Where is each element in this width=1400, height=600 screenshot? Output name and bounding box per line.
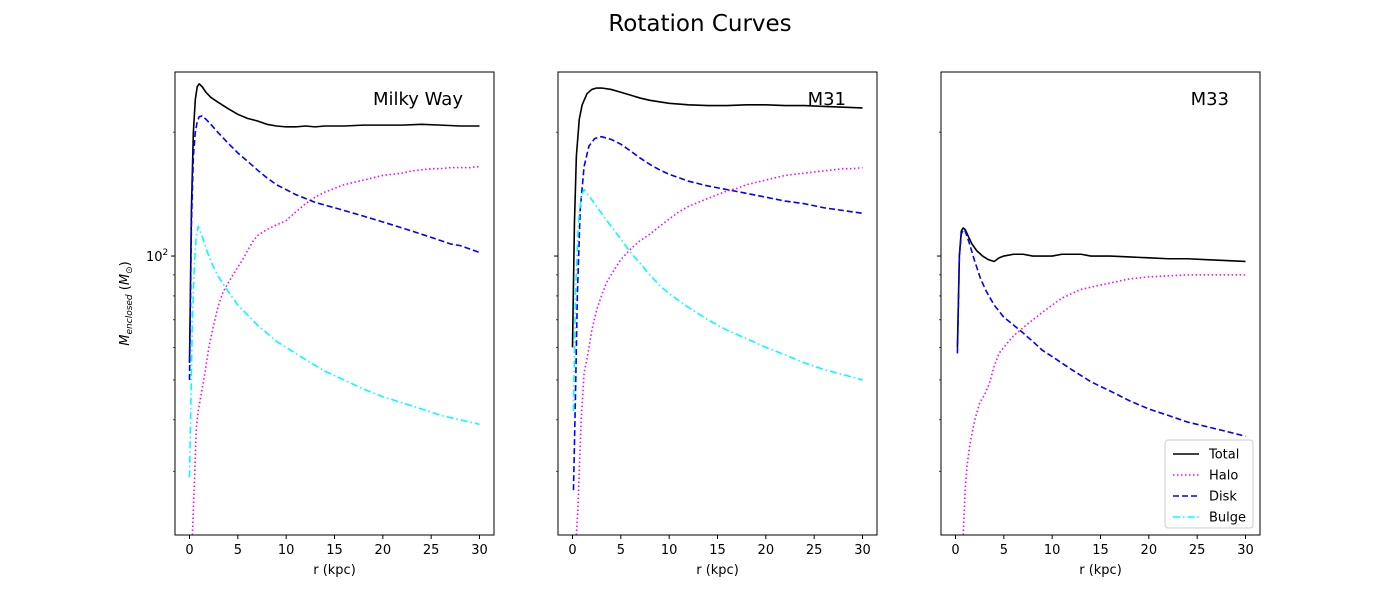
legend-label-halo: Halo — [1209, 469, 1238, 484]
x-tick-label: 20 — [375, 543, 392, 558]
x-tick-label: 0 — [951, 543, 959, 558]
x-tick-label: 5 — [1000, 543, 1008, 558]
panel-title: Milky Way — [373, 89, 463, 110]
x-axis-label: r (kpc) — [1079, 563, 1122, 578]
panels: 0 5 10 15 20 25 30 102 r (kpc) Menclosed (M⊙) Milk… — [118, 71, 1261, 578]
y-tick-label: 102 — [146, 248, 168, 265]
panel-2: 0 5 10 15 20 25 30 r (kpc) M33 Total Halo Disk Bulge — [937, 71, 1261, 578]
axes-frame — [174, 71, 495, 536]
x-tick-label: 10 — [278, 543, 295, 558]
series-line-disk — [188, 115, 480, 380]
figure-title: Rotation Curves — [608, 11, 791, 37]
series-line-disk — [956, 228, 1246, 437]
x-tick-label: 25 — [1189, 543, 1206, 558]
x-tick-label: 0 — [185, 543, 193, 558]
x-tick-label: 20 — [1141, 543, 1158, 558]
panel-title: M31 — [808, 89, 846, 110]
x-tick-label: 15 — [326, 543, 343, 558]
x-tick-label: 30 — [1237, 543, 1254, 558]
x-tick-label: 30 — [471, 543, 488, 558]
axes-frame — [557, 71, 878, 536]
series-line-halo — [575, 166, 863, 535]
x-tick-label: 25 — [806, 543, 823, 558]
x-tick-label: 15 — [1092, 543, 1109, 558]
x-tick-label: 5 — [234, 543, 242, 558]
legend-label-total: Total — [1208, 448, 1239, 463]
series-line-bulge — [572, 188, 863, 412]
series-line-total — [571, 87, 863, 348]
x-tick-label: 0 — [568, 543, 576, 558]
x-tick-label: 15 — [709, 543, 726, 558]
series-group — [956, 227, 1246, 535]
series-group — [571, 87, 863, 535]
legend-label-disk: Disk — [1209, 490, 1237, 505]
series-line-disk — [572, 135, 863, 491]
legend: Total Halo Disk Bulge — [1164, 439, 1254, 529]
x-tick-label: 5 — [617, 543, 625, 558]
series-line-bulge — [188, 225, 480, 478]
x-tick-label: 20 — [758, 543, 775, 558]
x-axis-label: r (kpc) — [313, 563, 356, 578]
series-line-total — [188, 83, 480, 363]
legend-label-bulge: Bulge — [1209, 511, 1246, 526]
series-line-total — [956, 227, 1246, 348]
x-tick-label: 10 — [661, 543, 678, 558]
panel-title: M33 — [1191, 89, 1229, 110]
series-line-halo — [962, 274, 1246, 535]
x-tick-label: 30 — [854, 543, 871, 558]
series-line-halo — [191, 165, 480, 535]
y-axis-label: Menclosed (M⊙) — [118, 261, 135, 345]
panel-0: 0 5 10 15 20 25 30 102 r (kpc) Menclosed (M⊙) Milk… — [118, 71, 495, 578]
legend-box — [1164, 439, 1254, 529]
panel-1: 0 5 10 15 20 25 30 r (kpc) M31 — [554, 71, 878, 578]
x-axis-label: r (kpc) — [696, 563, 739, 578]
x-tick-label: 25 — [423, 543, 440, 558]
x-tick-label: 10 — [1044, 543, 1061, 558]
series-group — [188, 83, 480, 535]
